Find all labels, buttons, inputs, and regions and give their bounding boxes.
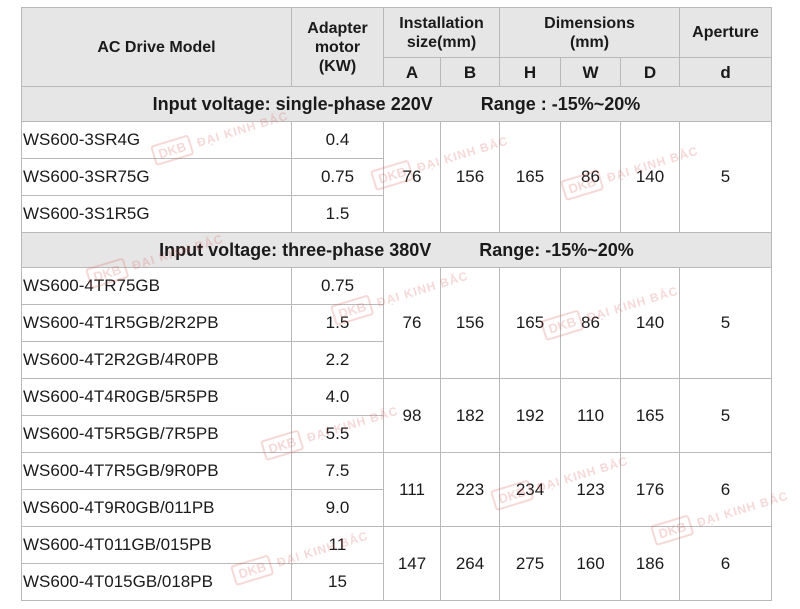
dim-d-cell: 165 [620,378,681,453]
model-cell: WS600-3SR75G [21,158,292,196]
dim-h-cell: 275 [499,526,562,601]
header-motor: Adapter motor (KW) [291,7,384,87]
aperture-cell: 6 [679,452,773,527]
model-cell: WS600-4T011GB/015PB [21,526,292,564]
header-w: W [560,57,622,87]
kw-cell: 1.5 [291,304,384,342]
header-aperture: Aperture [679,7,773,58]
dim-b-cell: 223 [439,452,501,527]
model-cell: WS600-4T1R5GB/2R2PB [21,304,292,342]
dim-b-cell: 264 [439,526,501,601]
dim-d-cell: 186 [620,526,681,601]
aperture-cell: 5 [679,121,773,233]
dim-w-cell: 110 [560,378,622,453]
dim-d-cell: 140 [620,121,681,233]
kw-cell: 5.5 [291,415,384,453]
header-d-aperture: d [679,57,773,87]
spec-table: AC Drive Model Adapter motor (KW) Installa… [20,7,773,601]
aperture-cell: 6 [679,526,773,601]
dim-d-cell: 140 [620,267,681,379]
dim-a-cell: 76 [383,267,441,379]
model-cell: WS600-4T2R2GB/4R0PB [21,341,292,379]
kw-cell: 15 [291,563,384,601]
kw-cell: 0.4 [291,121,384,159]
section-header: Input voltage: three-phase 380V Range: -1… [20,232,773,268]
header-installation: Installation size(mm) [382,7,501,58]
header-d: D [620,57,681,87]
dim-w-cell: 86 [560,267,622,379]
dim-a-cell: 111 [383,452,441,527]
model-cell: WS600-4T7R5GB/9R0PB [21,452,292,490]
dim-b-cell: 156 [439,121,501,233]
dim-a-cell: 76 [383,121,441,233]
header-dimensions: Dimensions (mm) [499,7,681,58]
header-a: A [383,57,441,87]
model-cell: WS600-4T9R0GB/011PB [21,489,292,527]
dim-h-cell: 192 [499,378,562,453]
header-h: H [499,57,562,87]
model-cell: WS600-4T5R5GB/7R5PB [21,415,292,453]
header-b: B [439,57,501,87]
aperture-cell: 5 [679,378,773,453]
kw-cell: 7.5 [291,452,384,490]
kw-cell: 11 [291,526,384,564]
dim-b-cell: 182 [439,378,501,453]
dim-h-cell: 234 [499,452,562,527]
dim-b-cell: 156 [439,267,501,379]
dim-w-cell: 123 [560,452,622,527]
kw-cell: 0.75 [291,158,384,196]
model-cell: WS600-4TR75GB [21,267,292,305]
dim-a-cell: 98 [383,378,441,453]
model-cell: WS600-3SR4G [21,121,292,159]
dim-w-cell: 160 [560,526,622,601]
kw-cell: 1.5 [291,195,384,233]
aperture-cell: 5 [679,267,773,379]
kw-cell: 4.0 [291,378,384,416]
model-cell: WS600-3S1R5G [21,195,292,233]
dim-h-cell: 165 [499,267,562,379]
kw-cell: 2.2 [291,341,384,379]
header-model: AC Drive Model [21,7,292,87]
dim-w-cell: 86 [560,121,622,233]
model-cell: WS600-4T015GB/018PB [21,563,292,601]
dim-d-cell: 176 [620,452,681,527]
model-cell: WS600-4T4R0GB/5R5PB [21,378,292,416]
dim-a-cell: 147 [383,526,441,601]
kw-cell: 0.75 [291,267,384,305]
kw-cell: 9.0 [291,489,384,527]
dim-h-cell: 165 [499,121,562,233]
section-header: Input voltage: single-phase 220V Range : … [20,86,773,122]
